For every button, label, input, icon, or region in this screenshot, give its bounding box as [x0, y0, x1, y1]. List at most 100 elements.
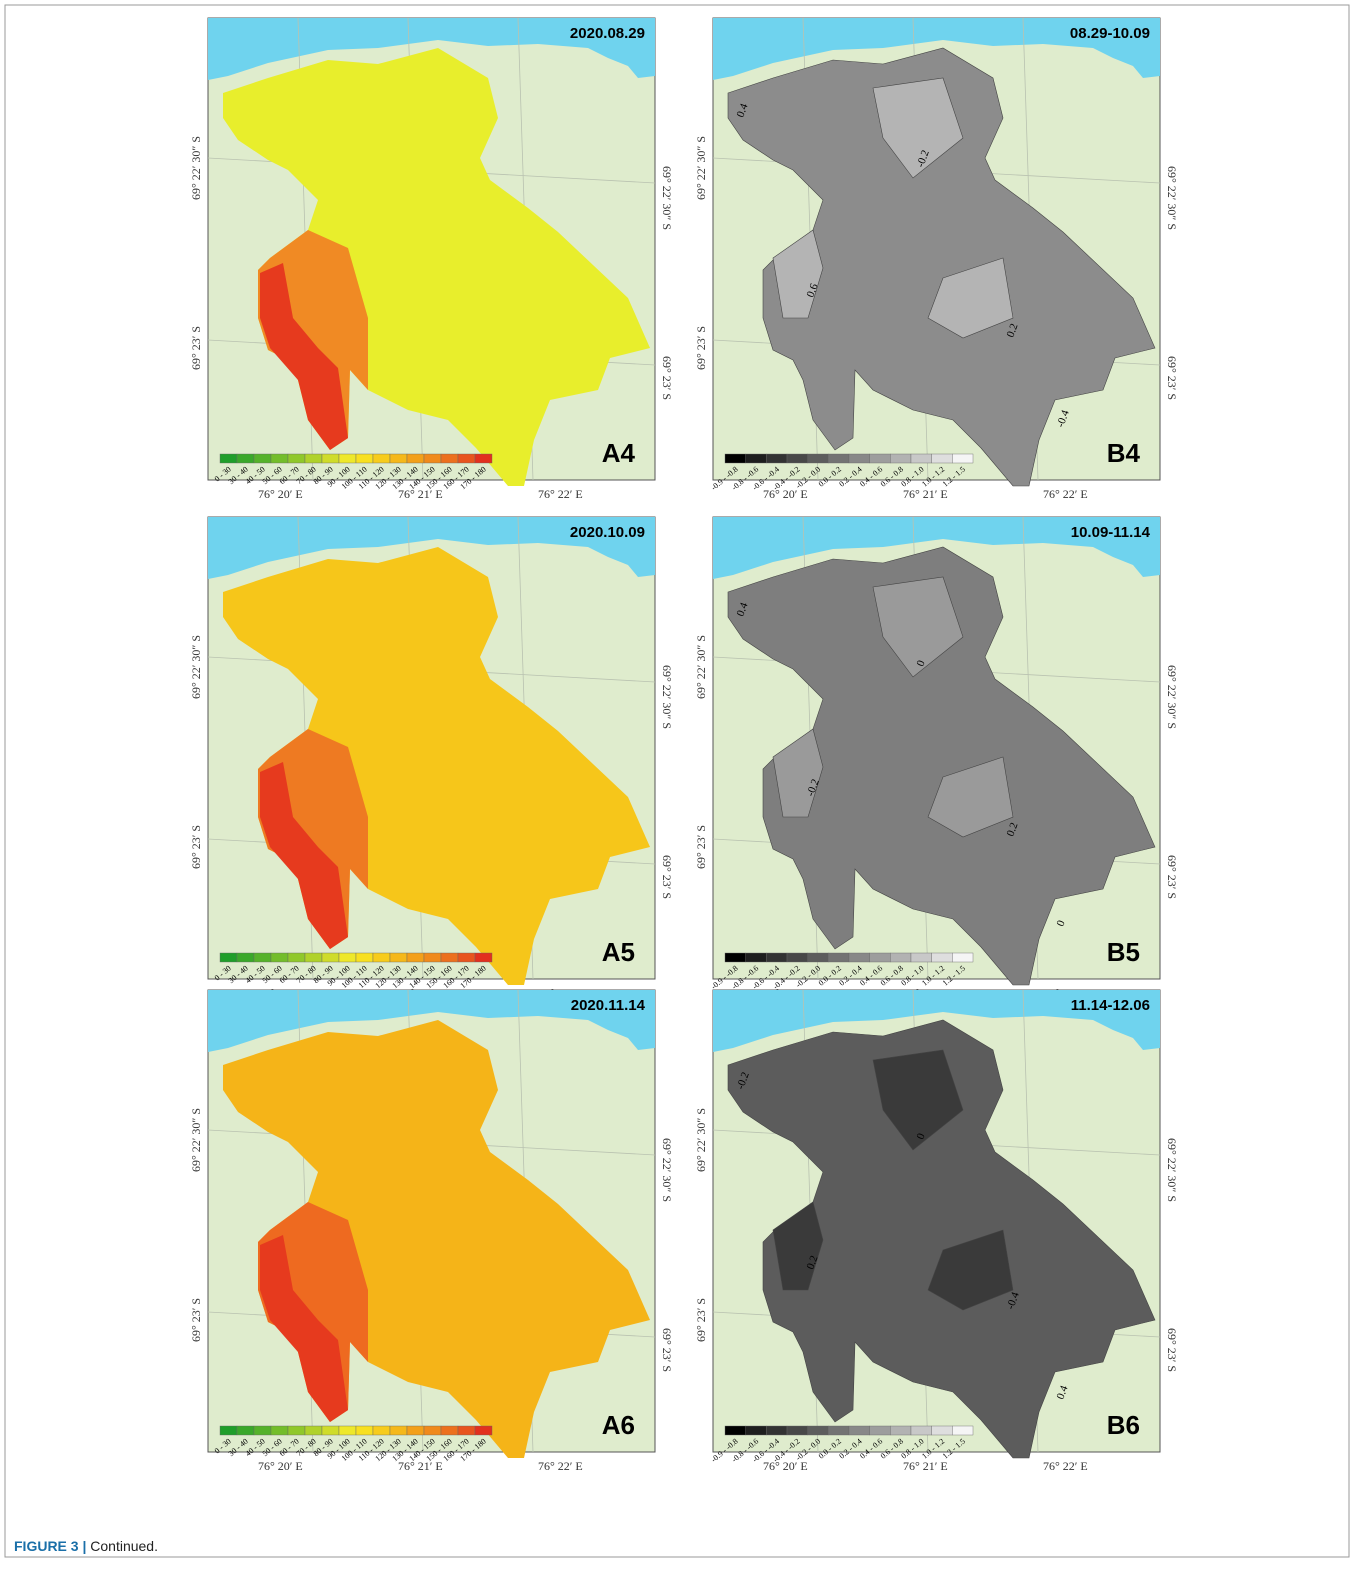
- legend-swatch: [787, 953, 808, 962]
- longitude-label: 76° 20′ E: [763, 487, 808, 501]
- legend-swatch: [808, 1426, 829, 1435]
- legend-swatch: [952, 1426, 973, 1435]
- legend-swatch: [407, 1426, 424, 1435]
- legend-swatch: [890, 953, 911, 962]
- longitude-label: 76° 20′ E: [258, 487, 303, 501]
- legend-swatch: [407, 953, 424, 962]
- legend-swatch: [373, 1426, 390, 1435]
- longitude-label: 76° 22′ E: [1043, 1459, 1088, 1473]
- latitude-label: 69° 23′ S: [660, 855, 674, 899]
- caption-label: FIGURE 3 |: [14, 1538, 86, 1554]
- panel-id: B4: [1107, 438, 1141, 468]
- caption: FIGURE 3 | Continued.: [14, 1538, 158, 1554]
- figure: 2020.08.29A40 - 3030 - 4040 - 5050 - 606…: [0, 0, 1354, 1570]
- legend-swatch: [441, 953, 458, 962]
- legend-swatch: [932, 953, 953, 962]
- latitude-label: 69° 23′ S: [694, 1298, 708, 1342]
- legend-swatch: [390, 454, 407, 463]
- legend-swatch: [890, 454, 911, 463]
- legend-swatch: [424, 953, 441, 962]
- legend-swatch: [746, 454, 767, 463]
- legend-swatch: [849, 454, 870, 463]
- legend-swatch: [305, 953, 322, 962]
- panel-date: 2020.11.14: [571, 997, 646, 1014]
- legend-swatch: [787, 1426, 808, 1435]
- latitude-label: 69° 22′ 30″ S: [660, 665, 674, 729]
- legend-swatch: [746, 953, 767, 962]
- latitude-label: 69° 23′ S: [189, 1298, 203, 1342]
- legend-swatch: [725, 953, 746, 962]
- legend-swatch: [475, 953, 492, 962]
- legend-swatch: [373, 953, 390, 962]
- legend-swatch: [237, 1426, 254, 1435]
- panel-id: B5: [1107, 937, 1140, 967]
- legend-swatch: [288, 953, 305, 962]
- latitude-label: 69° 22′ 30″ S: [694, 136, 708, 200]
- longitude-label: 76° 22′ E: [538, 487, 583, 501]
- latitude-label: 69° 22′ 30″ S: [1165, 166, 1179, 230]
- map-panel: 2020.10.09A50 - 3030 - 4040 - 5050 - 606…: [189, 517, 674, 1000]
- legend-swatch: [288, 454, 305, 463]
- latitude-label: 69° 23′ S: [694, 326, 708, 370]
- panel-date: 10.09-11.14: [1071, 524, 1151, 541]
- legend-swatch: [475, 1426, 492, 1435]
- legend-swatch: [828, 1426, 849, 1435]
- legend-swatch: [725, 454, 746, 463]
- legend-swatch: [808, 953, 829, 962]
- latitude-label: 69° 23′ S: [694, 825, 708, 869]
- legend-swatch: [220, 1426, 237, 1435]
- panel-id: A6: [602, 1410, 635, 1440]
- legend-swatch: [952, 953, 973, 962]
- panel-date: 08.29-10.09: [1070, 25, 1150, 42]
- latitude-label: 69° 22′ 30″ S: [189, 136, 203, 200]
- legend-swatch: [952, 454, 973, 463]
- panel-id: A5: [602, 937, 635, 967]
- longitude-label: 76° 21′ E: [398, 1459, 443, 1473]
- legend-swatch: [849, 953, 870, 962]
- legend-swatch: [339, 953, 356, 962]
- legend-swatch: [322, 1426, 339, 1435]
- legend-swatch: [828, 953, 849, 962]
- legend-swatch: [787, 454, 808, 463]
- legend-swatch: [911, 454, 932, 463]
- page: {"panels": [ {"id": "A4", "date": "2020.…: [0, 0, 1354, 1570]
- legend-swatch: [828, 454, 849, 463]
- latitude-label: 69° 22′ 30″ S: [189, 635, 203, 699]
- legend-swatch: [254, 1426, 271, 1435]
- panel-id: B6: [1107, 1410, 1140, 1440]
- legend-swatch: [356, 1426, 373, 1435]
- legend-swatch: [475, 454, 492, 463]
- legend-swatch: [870, 454, 891, 463]
- latitude-label: 69° 23′ S: [189, 326, 203, 370]
- latitude-label: 69° 23′ S: [1165, 1328, 1179, 1372]
- panel-date: 2020.08.29: [570, 25, 645, 42]
- latitude-label: 69° 22′ 30″ S: [189, 1108, 203, 1172]
- panel-date: 11.14-12.06: [1071, 997, 1150, 1014]
- longitude-label: 76° 22′ E: [1043, 487, 1088, 501]
- legend-swatch: [254, 953, 271, 962]
- longitude-label: 76° 20′ E: [763, 1459, 808, 1473]
- legend-swatch: [237, 454, 254, 463]
- legend-swatch: [890, 1426, 911, 1435]
- legend-swatch: [339, 1426, 356, 1435]
- panel-id: A4: [602, 438, 636, 468]
- legend-swatch: [254, 454, 271, 463]
- legend-swatch: [441, 454, 458, 463]
- latitude-label: 69° 22′ 30″ S: [660, 166, 674, 230]
- legend-swatch: [808, 454, 829, 463]
- legend-swatch: [870, 1426, 891, 1435]
- legend-swatch: [271, 953, 288, 962]
- latitude-label: 69° 23′ S: [660, 1328, 674, 1372]
- latitude-label: 69° 22′ 30″ S: [694, 635, 708, 699]
- legend-swatch: [725, 1426, 746, 1435]
- longitude-label: 76° 21′ E: [903, 487, 948, 501]
- legend-swatch: [322, 953, 339, 962]
- legend-swatch: [407, 454, 424, 463]
- legend-swatch: [766, 953, 787, 962]
- legend-swatch: [305, 454, 322, 463]
- legend-swatch: [322, 454, 339, 463]
- legend-swatch: [766, 454, 787, 463]
